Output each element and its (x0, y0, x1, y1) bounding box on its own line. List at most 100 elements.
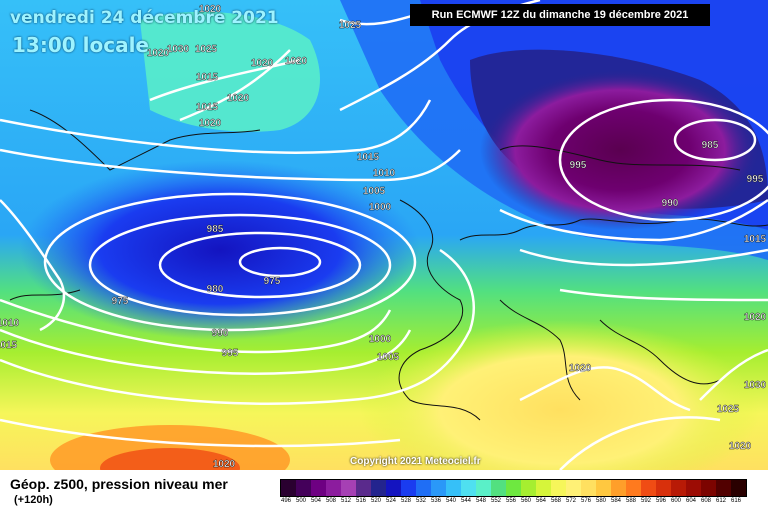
color-scale-swatch (401, 480, 416, 496)
model-run-banner: Run ECMWF 12Z du dimanche 19 décembre 20… (410, 4, 710, 26)
color-scale-swatch (551, 480, 566, 496)
z500-low-scandinavia (480, 70, 760, 230)
isobar-label: 995 (570, 160, 587, 171)
color-scale-swatch (476, 480, 491, 496)
color-scale-swatch (506, 480, 521, 496)
isobar-label: 995 (747, 174, 764, 185)
color-scale-label: 616 (731, 498, 742, 504)
color-scale-swatch (596, 480, 611, 496)
color-scale-label: 572 (566, 498, 577, 504)
color-scale-swatch (581, 480, 596, 496)
color-scale-label: 520 (371, 498, 382, 504)
isobar-label: 1025 (717, 404, 740, 415)
color-scale-label: 544 (461, 498, 472, 504)
isobar-label: 1020 (744, 312, 767, 323)
isobar-label: 1020 (569, 363, 592, 374)
color-scale-label: 504 (311, 498, 322, 504)
color-scale-label: 532 (416, 498, 427, 504)
isobar-label: 975 (112, 296, 129, 307)
isobar-label: 1010 (373, 168, 396, 179)
color-scale-label: 536 (431, 498, 442, 504)
isobar-label: 1015 (196, 72, 219, 83)
color-scale-swatch (611, 480, 626, 496)
isobar-label: 990 (212, 328, 229, 339)
color-scale-label: 516 (356, 498, 367, 504)
isobar-label: 1020 (213, 459, 236, 470)
color-scale-label: 612 (716, 498, 727, 504)
color-scale-label: 524 (386, 498, 397, 504)
color-scale-label: 576 (581, 498, 592, 504)
color-scale-swatch (311, 480, 326, 496)
color-scale-label: 608 (701, 498, 712, 504)
color-scale-swatch (701, 480, 716, 496)
color-scale-swatch (416, 480, 431, 496)
color-scale-swatch (296, 480, 311, 496)
color-scale-label: 588 (626, 498, 637, 504)
isobar-label: 1015 (357, 152, 380, 163)
color-scale-swatch (446, 480, 461, 496)
color-scale-swatch (281, 480, 296, 496)
isobar-label: 1010 (0, 318, 20, 329)
isobar-labels: 1020 1025 1030 1025 1020 1020 1015 1015 1020 1020… (0, 4, 767, 470)
forecast-time-title: 13:00 locale (12, 33, 149, 57)
isobar-label: 1025 (195, 44, 218, 55)
isobars (0, 0, 768, 470)
isobar-label: 1000 (369, 202, 392, 213)
isobar-label: 1030 (167, 44, 190, 55)
copyright-text: Copyright 2021 Meteociel.fr (350, 456, 481, 467)
color-scale-label: 564 (536, 498, 547, 504)
weather-map: 1020 1025 1030 1025 1020 1020 1015 1015 1020 1020… (0, 0, 768, 470)
isobar-label: 1020 (199, 118, 222, 129)
color-scale-label: 548 (476, 498, 487, 504)
color-scale-label: 556 (506, 498, 517, 504)
isobar-label: 1025 (339, 20, 362, 31)
isobar-label: 1005 (363, 186, 386, 197)
color-scale-label: 496 (281, 498, 292, 504)
color-scale-label: 500 (296, 498, 307, 504)
isobar-label: 1015 (0, 340, 18, 351)
color-scale-label: 592 (641, 498, 652, 504)
color-scale-label: 560 (521, 498, 532, 504)
isobar-label: 1020 (285, 56, 308, 67)
color-scale-label: 528 (401, 498, 412, 504)
color-scale-swatch (356, 480, 371, 496)
color-scale-label: 584 (611, 498, 622, 504)
color-scale-label: 568 (551, 498, 562, 504)
color-scale-swatch (671, 480, 686, 496)
z500-greenland-ridge (140, 11, 320, 132)
color-scale-swatch (536, 480, 551, 496)
z500-high-mediterranean (360, 320, 760, 470)
color-scale-swatch (431, 480, 446, 496)
color-scale-swatch (386, 480, 401, 496)
color-scale-swatch (491, 480, 506, 496)
isobar-label: 995 (222, 348, 239, 359)
color-scale-swatch (731, 480, 746, 496)
color-scale-label: 600 (671, 498, 682, 504)
color-scale-swatch (461, 480, 476, 496)
color-scale-label: 552 (491, 498, 502, 504)
color-scale-swatch (326, 480, 341, 496)
z500-low-atlantic (20, 160, 420, 340)
isobar-label: 1030 (744, 380, 767, 391)
legend-panel: Géop. z500, pression niveau mer (+120h) … (0, 470, 768, 512)
legend-title: Géop. z500, pression niveau mer (10, 476, 228, 492)
color-scale-swatch (626, 480, 641, 496)
isobar-label: 985 (702, 140, 719, 151)
color-scale-label: 540 (446, 498, 457, 504)
isobar-label: 1020 (729, 441, 752, 452)
color-scale-swatch (566, 480, 581, 496)
color-scale-swatch (656, 480, 671, 496)
isobar-label: 1015 (744, 234, 767, 245)
isobar-label: 1020 (227, 93, 250, 104)
isobar-label: 1020 (199, 4, 222, 15)
isobar-label: 990 (662, 198, 679, 209)
color-scale-label: 512 (341, 498, 352, 504)
isobar-label: 1015 (196, 102, 219, 113)
color-scale-swatch (341, 480, 356, 496)
color-scale-label: 604 (686, 498, 697, 504)
isobar-label: 980 (207, 284, 224, 295)
color-scale (280, 479, 747, 497)
isobar-label: 1000 (369, 334, 392, 345)
forecast-date-title: vendredi 24 décembre 2021 (10, 8, 279, 28)
